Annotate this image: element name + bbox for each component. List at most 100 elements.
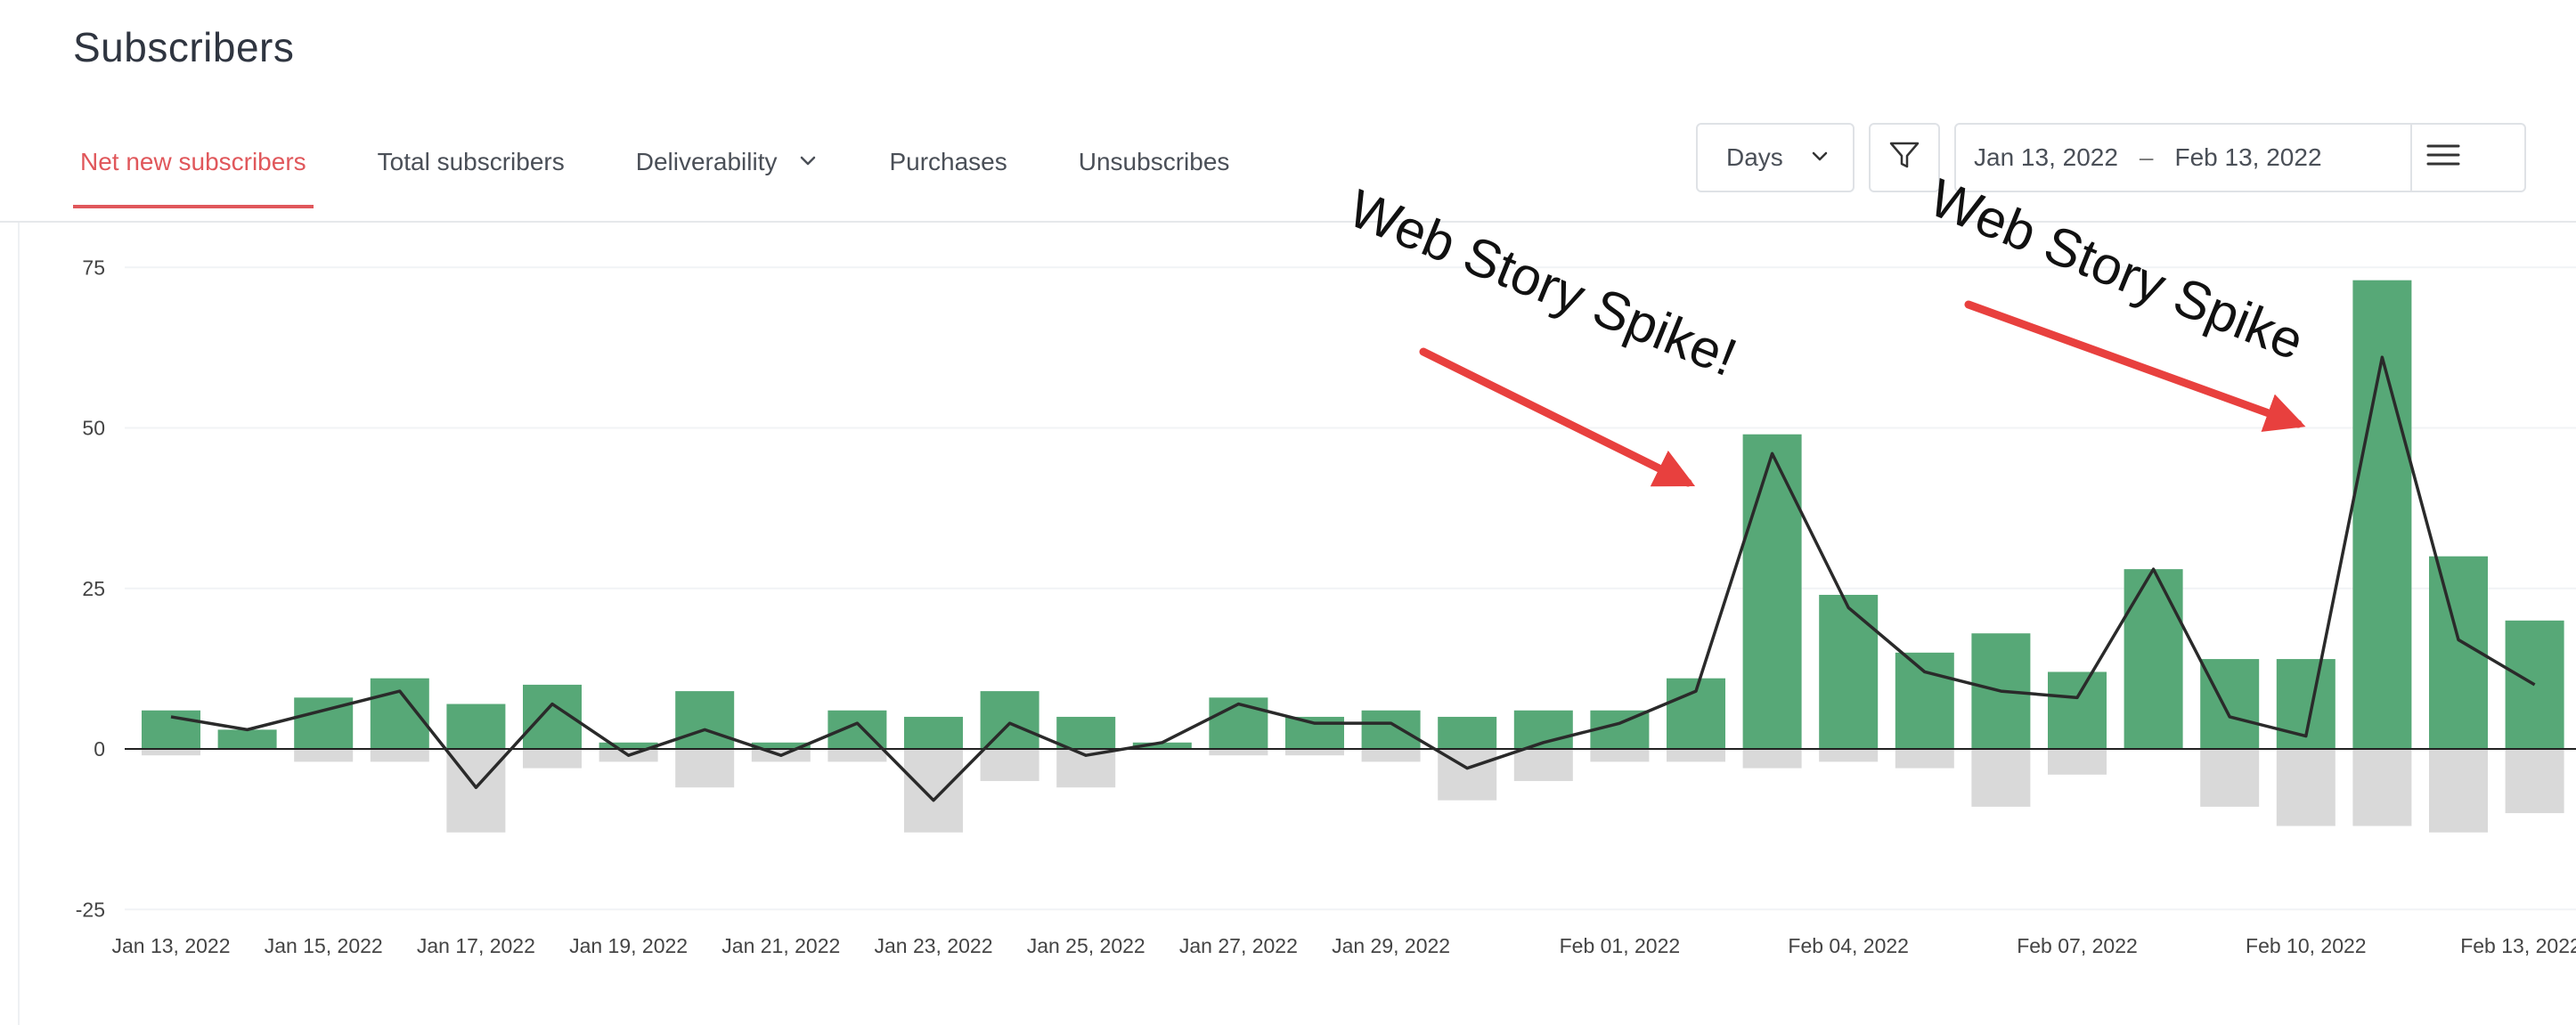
- negative-bars: [142, 749, 2564, 833]
- negative-bar: [2200, 749, 2260, 807]
- positive-bar: [1438, 716, 1497, 749]
- page-title: Subscribers: [73, 24, 295, 70]
- x-tick-label: Feb 10, 2022: [2246, 934, 2367, 957]
- date-range-picker[interactable]: Jan 13, 2022 – Feb 13, 2022: [1954, 123, 2526, 192]
- positive-bar: [2200, 659, 2260, 749]
- chart-left-border: [18, 223, 20, 1025]
- x-tick-label: Jan 27, 2022: [1179, 934, 1298, 957]
- negative-bar: [1819, 749, 1879, 762]
- negative-bar: [2429, 749, 2488, 833]
- positive-bar: [1819, 594, 1879, 749]
- date-end: Feb 13, 2022: [2174, 143, 2322, 171]
- header-divider: [0, 221, 2576, 223]
- x-tick-label: Jan 29, 2022: [1332, 934, 1450, 957]
- x-tick-label: Feb 07, 2022: [2017, 934, 2138, 957]
- positive-bar: [1895, 652, 1954, 749]
- negative-bar: [1285, 749, 1344, 756]
- x-tick-label: Jan 19, 2022: [569, 934, 688, 957]
- positive-bar: [446, 704, 506, 749]
- positive-bar: [2124, 569, 2183, 749]
- negative-bar: [370, 749, 429, 762]
- x-tick-label: Jan 15, 2022: [265, 934, 383, 957]
- positive-bar: [675, 691, 735, 749]
- positive-bar: [1056, 716, 1116, 749]
- annotation-arrow: [1964, 300, 2306, 432]
- positive-bar: [2048, 671, 2107, 749]
- y-tick-label: -25: [76, 898, 105, 921]
- negative-bar: [1209, 749, 1268, 756]
- chevron-down-icon: [798, 148, 818, 176]
- tab-label: Net new subscribers: [80, 148, 306, 175]
- filter-icon: [1887, 137, 1922, 179]
- x-tick-label: Feb 01, 2022: [1560, 934, 1681, 957]
- tab-label: Purchases: [889, 148, 1007, 175]
- negative-bar: [2352, 749, 2412, 826]
- negative-bar: [2276, 749, 2336, 826]
- x-axis-ticks: Jan 13, 2022 Jan 15, 2022 Jan 17, 2022 Jan …: [111, 934, 2576, 957]
- date-start: Jan 13, 2022: [1974, 143, 2118, 171]
- negative-bar: [1895, 749, 1954, 769]
- negative-bar: [2505, 749, 2564, 814]
- tab-unsubscribes[interactable]: Unsubscribes: [1072, 134, 1237, 208]
- x-tick-label: Jan 23, 2022: [874, 934, 992, 957]
- positive-bar: [1742, 434, 1802, 749]
- negative-bar: [1667, 749, 1725, 762]
- tab-label: Deliverability: [635, 148, 778, 175]
- negative-bar: [1971, 749, 2031, 807]
- negative-bar: [1590, 749, 1650, 762]
- tab-total-subscribers[interactable]: Total subscribers: [371, 134, 572, 208]
- subscriber-tabs: Net new subscribers Total subscribers De…: [73, 134, 1293, 223]
- filter-button[interactable]: [1869, 123, 1940, 192]
- x-tick-label: Feb 04, 2022: [1788, 934, 1909, 957]
- y-tick-label: 25: [82, 577, 105, 600]
- x-tick-label: Jan 21, 2022: [721, 934, 840, 957]
- positive-bars: [142, 280, 2564, 749]
- negative-bar: [904, 749, 963, 833]
- date-separator: –: [2139, 143, 2154, 171]
- negative-bar: [1513, 749, 1573, 782]
- tab-purchases[interactable]: Purchases: [882, 134, 1014, 208]
- tab-deliverability[interactable]: Deliverability: [629, 134, 826, 208]
- negative-bar: [675, 749, 735, 788]
- y-tick-label: 50: [82, 417, 105, 440]
- negative-bar: [827, 749, 887, 762]
- positive-bar: [980, 691, 1039, 749]
- negative-bar: [1361, 749, 1421, 762]
- negative-bar: [1742, 749, 1802, 769]
- y-tick-label: 0: [94, 737, 105, 761]
- x-tick-label: Jan 25, 2022: [1027, 934, 1145, 957]
- chevron-down-icon: [1810, 143, 1830, 172]
- positive-bar: [904, 716, 963, 749]
- tab-net-new-subscribers[interactable]: Net new subscribers: [73, 134, 314, 208]
- annotation-label: Web Story Spike: [1921, 167, 2311, 371]
- annotation-label: Web Story Spike!: [1341, 178, 1745, 387]
- negative-bar: [523, 749, 582, 769]
- interval-select[interactable]: Days: [1696, 123, 1855, 192]
- negative-bar: [294, 749, 354, 762]
- negative-bar: [980, 749, 1039, 782]
- interval-value: Days: [1726, 143, 1783, 171]
- menu-button[interactable]: [2410, 125, 2474, 191]
- positive-bar: [1132, 742, 1192, 749]
- positive-bar: [217, 729, 277, 749]
- positive-bar: [599, 742, 658, 749]
- tab-label: Unsubscribes: [1078, 148, 1230, 175]
- x-tick-label: Feb 13, 2022: [2460, 934, 2576, 957]
- positive-bar: [2352, 280, 2412, 749]
- annotation-arrow: [1419, 347, 1696, 487]
- x-tick-label: Jan 13, 2022: [111, 934, 230, 957]
- series-line: [170, 355, 2536, 802]
- hamburger-menu-icon: [2426, 143, 2460, 173]
- y-axis-ticks: 75 50 25 0 -25: [76, 256, 105, 921]
- tab-label: Total subscribers: [377, 148, 565, 175]
- negative-bar: [2048, 749, 2107, 775]
- positive-bar: [1361, 710, 1421, 749]
- positive-bar: [1209, 697, 1268, 749]
- negative-bar: [142, 749, 200, 756]
- positive-bar: [370, 678, 429, 749]
- positive-bar: [142, 710, 200, 749]
- x-tick-label: Jan 17, 2022: [417, 934, 535, 957]
- y-tick-label: 75: [82, 256, 105, 279]
- positive-bar: [751, 742, 811, 749]
